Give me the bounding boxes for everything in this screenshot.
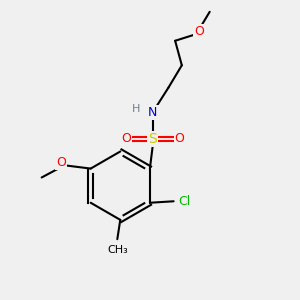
Text: O: O: [175, 132, 184, 146]
Text: H: H: [132, 104, 141, 114]
Text: Cl: Cl: [178, 195, 191, 208]
Text: S: S: [148, 132, 157, 146]
Text: N: N: [148, 106, 158, 118]
Text: O: O: [194, 25, 204, 38]
Text: CH₃: CH₃: [107, 245, 128, 255]
Text: O: O: [121, 132, 131, 146]
Text: O: O: [56, 156, 66, 169]
